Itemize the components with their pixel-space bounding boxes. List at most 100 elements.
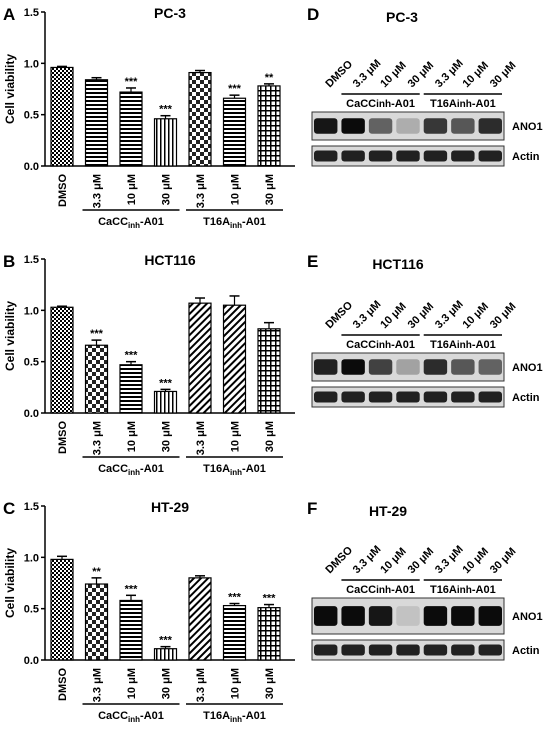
panel-letter: B bbox=[3, 252, 15, 271]
blot-band bbox=[451, 118, 475, 134]
panel-letter: D bbox=[307, 5, 319, 24]
blot-group-label: T16Ainh-A01 bbox=[430, 339, 496, 351]
blot-band bbox=[396, 118, 420, 134]
y-tick-label: 0.5 bbox=[24, 110, 39, 122]
blot-band bbox=[478, 150, 502, 162]
blot-band bbox=[478, 118, 502, 134]
chart-panel-b: B HCT116 Cell viability 0.0 0.5 1.0 1.5 DMSO ***… bbox=[3, 252, 295, 477]
blot-band bbox=[451, 150, 475, 162]
chart-title: HT-29 bbox=[151, 499, 189, 515]
blot-band bbox=[451, 391, 475, 403]
blot-band bbox=[314, 118, 338, 134]
category-label: 30 μM bbox=[264, 421, 276, 452]
category-label: 30 μM bbox=[161, 174, 173, 205]
bar-charts: A PC-3 Cell viability 0.0 0.5 1.0 1.5 DMSO 3.3 μ… bbox=[3, 5, 295, 724]
blot-band bbox=[314, 359, 338, 375]
y-tick-label: 0.0 bbox=[24, 161, 39, 173]
blot-condition-label: 3.3 μM bbox=[351, 57, 384, 90]
blot-band bbox=[368, 606, 393, 626]
blot-condition-label: 10 μM bbox=[460, 301, 491, 332]
blot-band bbox=[423, 118, 448, 134]
blot-band bbox=[478, 606, 502, 626]
blot-condition-label: 30 μM bbox=[406, 301, 437, 332]
significance-label: ** bbox=[265, 72, 274, 84]
blot-band bbox=[368, 359, 393, 375]
blot-title: PC-3 bbox=[386, 9, 418, 25]
group-label: CaCCinh-A01 bbox=[98, 463, 164, 477]
blot-band bbox=[423, 391, 448, 403]
blot-condition-label: 30 μM bbox=[406, 60, 437, 91]
blot-band bbox=[341, 391, 365, 403]
y-tick-label: 0.0 bbox=[24, 408, 39, 420]
blot-group-label: CaCCinh-A01 bbox=[346, 339, 415, 351]
bar bbox=[50, 66, 74, 167]
group-label: T16Ainh-A01 bbox=[203, 216, 266, 230]
group-label: T16Ainh-A01 bbox=[203, 710, 266, 724]
y-tick-label: 1.0 bbox=[24, 552, 39, 564]
blot-condition-label: 3.3 μM bbox=[433, 57, 466, 90]
category-label: DMSO bbox=[57, 668, 69, 701]
blot-condition-label: 3.3 μM bbox=[433, 543, 466, 576]
chart-title: HCT116 bbox=[144, 252, 196, 268]
blot-band bbox=[396, 359, 420, 375]
significance-label: *** bbox=[159, 635, 173, 647]
blot-band bbox=[451, 359, 475, 375]
category-label: 3.3 μM bbox=[195, 668, 207, 702]
blot-condition-label: 30 μM bbox=[488, 546, 519, 577]
bar bbox=[257, 85, 281, 167]
blot-condition-label: DMSO bbox=[323, 544, 355, 576]
blot-band bbox=[423, 359, 448, 375]
blot-condition-label: 3.3 μM bbox=[351, 298, 384, 331]
bar bbox=[222, 97, 247, 167]
blot-band bbox=[478, 644, 502, 656]
panel-letter: F bbox=[307, 499, 317, 518]
blot-band bbox=[451, 606, 475, 626]
blot-band bbox=[341, 359, 365, 375]
blot-row-label: Actin bbox=[512, 392, 540, 404]
y-axis-label: Cell viability bbox=[3, 54, 17, 124]
category-label: 3.3 μM bbox=[92, 174, 104, 208]
bar bbox=[188, 577, 212, 661]
blot-title: HT-29 bbox=[369, 503, 407, 519]
bar bbox=[119, 91, 143, 167]
blot-title: HCT116 bbox=[372, 256, 424, 272]
blot-condition-label: 3.3 μM bbox=[351, 543, 384, 576]
blot-row-label: ANO1 bbox=[512, 611, 543, 623]
category-label: 10 μM bbox=[230, 668, 242, 699]
blot-band bbox=[341, 150, 365, 162]
blot-condition-label: 10 μM bbox=[378, 301, 409, 332]
significance-label: *** bbox=[263, 593, 277, 605]
blot-band bbox=[423, 150, 448, 162]
panel-letter: C bbox=[3, 499, 15, 518]
bar bbox=[84, 583, 109, 661]
blot-condition-label: 30 μM bbox=[488, 60, 519, 91]
bar bbox=[119, 364, 143, 414]
significance-label: *** bbox=[125, 350, 139, 362]
blot-condition-label: 10 μM bbox=[378, 60, 409, 91]
category-label: 3.3 μM bbox=[195, 174, 207, 208]
bar bbox=[188, 71, 212, 167]
y-axis-label: Cell viability bbox=[3, 548, 17, 618]
bar bbox=[153, 648, 178, 661]
blot-group-label: T16Ainh-A01 bbox=[430, 98, 496, 110]
blot-row-label: Actin bbox=[512, 645, 540, 657]
blot-condition-label: 30 μM bbox=[488, 301, 519, 332]
panel-letter: A bbox=[3, 5, 15, 24]
blot-row-label: Actin bbox=[512, 151, 540, 163]
blot-condition-label: DMSO bbox=[323, 58, 355, 90]
blot-band bbox=[314, 606, 338, 626]
bar bbox=[188, 302, 212, 414]
significance-label: *** bbox=[90, 328, 104, 340]
bar bbox=[222, 304, 247, 414]
y-tick-label: 0.0 bbox=[24, 655, 39, 667]
significance-label: *** bbox=[228, 592, 242, 604]
blot-band bbox=[396, 644, 420, 656]
bar bbox=[50, 558, 74, 661]
category-label: DMSO bbox=[57, 174, 69, 207]
blot-band bbox=[451, 644, 475, 656]
significance-label: ** bbox=[92, 566, 101, 578]
